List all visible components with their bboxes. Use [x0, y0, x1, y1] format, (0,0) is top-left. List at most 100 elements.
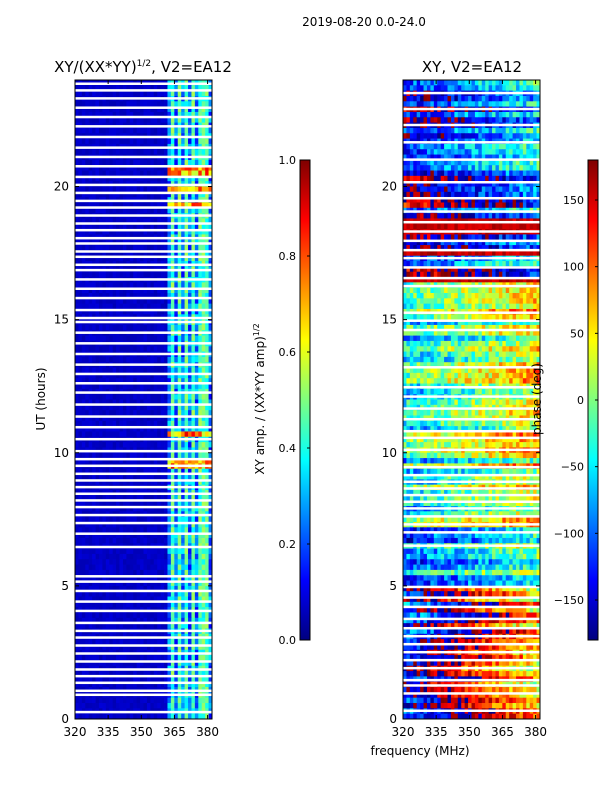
heat-cell: [136, 245, 141, 251]
heat-cell: [201, 596, 206, 603]
heat-cell: [88, 101, 93, 108]
heat-cell: [167, 623, 172, 629]
heat-cell: [181, 516, 185, 523]
heat-cell: [98, 324, 103, 331]
heat-cell: [184, 383, 189, 390]
heat-cell: [98, 117, 103, 124]
heat-cell: [198, 149, 203, 155]
heat-cell: [92, 394, 96, 400]
heat-cell: [208, 255, 213, 262]
heat-cell: [146, 617, 151, 624]
heat-cell: [164, 468, 168, 475]
heat-cell: [140, 117, 144, 124]
heat-cell: [160, 612, 165, 619]
heat-cell: [133, 399, 138, 406]
heat-cell: [153, 426, 158, 432]
heat-cell: [116, 458, 120, 464]
heat-cell: [81, 175, 86, 182]
heat-cell: [403, 85, 407, 92]
heat-cell: [167, 324, 172, 331]
heat-cell: [98, 601, 103, 608]
heat-cell: [102, 516, 107, 523]
heat-cell: [92, 452, 96, 459]
heat-cell: [153, 415, 158, 422]
heat-cell: [208, 324, 213, 331]
heat-cell: [208, 308, 213, 315]
heat-cell: [102, 356, 107, 363]
heat-cell: [164, 506, 168, 512]
heat-cell: [126, 186, 131, 193]
heat-cell: [81, 308, 86, 315]
heat-cell: [95, 569, 100, 576]
heat-cell: [92, 559, 96, 565]
heat-cell: [201, 127, 206, 134]
heat-cell: [160, 308, 165, 315]
heat-cell: [92, 442, 96, 448]
heat-cell: [102, 420, 107, 427]
heat-cell: [109, 697, 114, 704]
heat-cell: [98, 372, 103, 379]
heat-cell: [88, 298, 93, 305]
heat-cell: [112, 335, 117, 342]
heat-cell: [78, 431, 83, 438]
heat-cell: [109, 404, 114, 411]
heat-cell: [146, 245, 151, 251]
heat-cell: [109, 202, 114, 209]
heat-cell: [98, 617, 103, 624]
heat-cell: [205, 90, 209, 97]
heat-cell: [95, 159, 100, 166]
heat-cell: [143, 170, 148, 177]
heat-cell: [198, 681, 203, 688]
heat-cell: [75, 90, 79, 97]
heat-cell: [194, 346, 199, 352]
heat-cell: [92, 612, 96, 619]
y-tick-label: 20: [54, 180, 69, 194]
heat-cell: [105, 415, 110, 422]
heat-cell: [133, 170, 138, 177]
heat-cell: [126, 569, 131, 576]
heat-cell: [208, 356, 213, 363]
heat-cell: [198, 617, 203, 624]
heat-cell: [78, 324, 83, 331]
heat-cell: [129, 676, 134, 683]
heat-cell: [126, 255, 131, 262]
heat-cell: [119, 245, 124, 251]
heat-cell: [146, 537, 151, 544]
heat-cell: [85, 111, 90, 118]
heat-cell: [157, 356, 162, 363]
heat-cell: [184, 271, 189, 278]
heat-cell: [157, 335, 162, 342]
heat-cell: [122, 127, 127, 134]
heat-cell: [133, 495, 138, 502]
heat-cell: [140, 569, 144, 576]
heat-cell: [109, 250, 114, 257]
heat-cell: [98, 415, 103, 422]
heat-cell: [109, 617, 114, 624]
heat-cell: [153, 713, 158, 720]
heat-cell: [81, 612, 86, 619]
heat-cell: [105, 170, 110, 177]
heat-cell: [75, 431, 79, 438]
heat-cell: [92, 175, 96, 182]
heat-cell: [181, 564, 185, 571]
heat-cell: [184, 458, 189, 464]
gap-row: [75, 363, 212, 366]
heat-cell: [157, 287, 162, 294]
heat-cell: [85, 612, 90, 619]
heat-cell: [153, 378, 158, 384]
heat-cell: [164, 495, 168, 502]
heat-cell: [95, 703, 100, 709]
heat-cell: [75, 442, 79, 448]
heat-cell: [191, 596, 196, 603]
heat-cell: [109, 458, 114, 464]
heat-cell: [170, 420, 175, 427]
heat-cell: [143, 655, 148, 661]
heat-cell: [184, 474, 189, 480]
heat-cell: [201, 85, 206, 92]
heat-cell: [119, 585, 124, 592]
heat-cell: [160, 298, 165, 305]
heat-cell: [201, 90, 206, 97]
heat-cell: [143, 585, 148, 592]
heat-cell: [153, 431, 158, 438]
heat-cell: [105, 250, 110, 257]
